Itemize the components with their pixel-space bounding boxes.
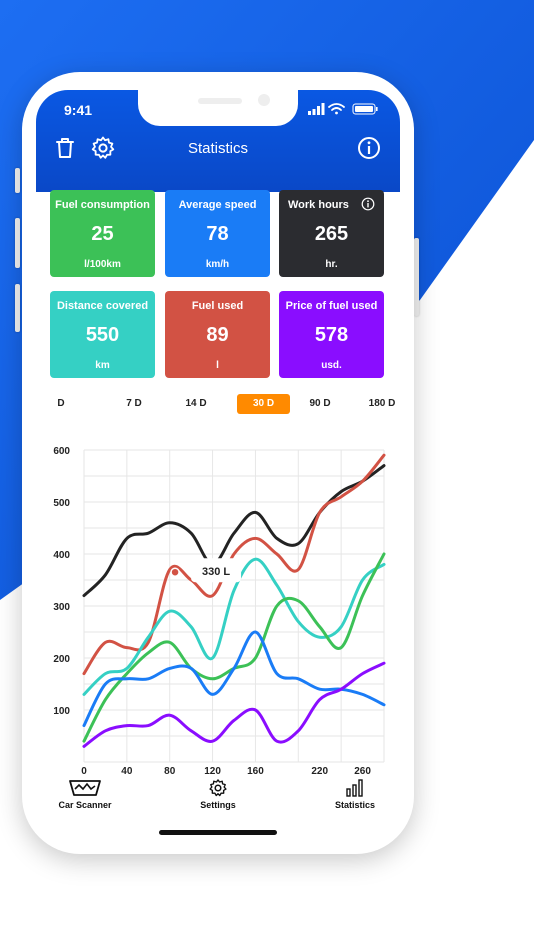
tile-label: Fuel consumption: [55, 199, 150, 211]
notch: [138, 90, 298, 126]
x-tick-label: 80: [164, 766, 176, 777]
tile-unit: hr.: [325, 259, 338, 270]
gear-icon[interactable]: [90, 135, 116, 161]
bar-chart-icon: [346, 779, 363, 797]
phone-volume-up: [15, 218, 20, 268]
x-tick-label: 220: [311, 766, 328, 777]
stat-tile: Fuel used 89 l: [165, 291, 270, 378]
series-line: [82, 661, 386, 748]
tile-value: 89: [206, 324, 229, 346]
trash-icon[interactable]: [52, 135, 78, 161]
info-icon[interactable]: [361, 197, 375, 211]
tile-value: 550: [85, 324, 120, 346]
nav-statistics[interactable]: Statistics: [320, 778, 390, 810]
series-line: [82, 557, 386, 696]
signal-icon: [308, 103, 325, 115]
y-tick-label: 600: [53, 446, 70, 457]
tile-value: 25: [91, 223, 114, 245]
nav-label: Car Scanner: [58, 800, 112, 810]
status-icons: [308, 103, 378, 115]
stat-tile: Price of fuel used 578 usd.: [279, 291, 384, 378]
home-indicator: [159, 830, 277, 835]
phone-side-button: [15, 168, 20, 193]
battery-icon: [352, 103, 378, 115]
phone-power-button: [414, 238, 419, 316]
tile-label: Average speed: [178, 199, 257, 211]
tooltip-label: 330 L: [202, 566, 230, 578]
fuel-chart: 600 500 400 300 200 100 0 40 80 120 160 220 260 330 L: [53, 446, 386, 777]
car-scanner-icon: [69, 780, 101, 796]
range-option[interactable]: D: [57, 398, 65, 409]
series-line: [82, 630, 386, 728]
stat-tile: Fuel consumption 25 l/100km: [50, 190, 155, 277]
stat-tile: Average speed 78 km/h: [165, 190, 270, 277]
tile-value: 78: [206, 223, 229, 245]
x-tick-label: 120: [204, 766, 221, 777]
tooltip-box: [191, 558, 242, 583]
range-option[interactable]: 14 D: [185, 398, 207, 409]
tile-unit: km/h: [205, 259, 230, 270]
tile-value: 265: [314, 223, 349, 245]
notch-speaker: [198, 98, 242, 104]
nav-car-scanner[interactable]: Car Scanner: [42, 778, 128, 810]
phone-frame: 9:41 Statistics: [22, 72, 414, 854]
nav-settings[interactable]: Settings: [186, 778, 250, 810]
tile-unit: usd.: [321, 360, 342, 371]
x-tick-label: 260: [354, 766, 371, 777]
stat-tile: Work hours 265 hr.: [279, 190, 384, 277]
nav-label: Statistics: [334, 800, 376, 810]
phone-volume-down: [15, 284, 20, 332]
x-tick-label: 0: [81, 766, 87, 777]
range-option[interactable]: 90 D: [309, 398, 331, 409]
notch-camera: [258, 94, 270, 106]
x-tick-label: 160: [247, 766, 264, 777]
tile-label: Distance covered: [56, 300, 149, 312]
x-tick-label: 40: [121, 766, 133, 777]
app-header: 9:41 Statistics: [36, 90, 400, 192]
y-tick-label: 500: [53, 498, 70, 509]
range-option[interactable]: 180 D: [368, 398, 396, 409]
bottom-nav: Car Scanner Settings Statistics: [36, 772, 400, 830]
stat-tile: Distance covered 550 km: [50, 291, 155, 378]
tile-label: Work hours: [288, 199, 349, 211]
tile-unit: l: [216, 360, 219, 371]
nav-label: Settings: [200, 800, 236, 810]
tile-label: Fuel used: [191, 300, 244, 312]
series-line: [82, 464, 386, 598]
status-time: 9:41: [64, 102, 93, 118]
range-option[interactable]: 7 D: [126, 398, 142, 409]
tile-label: Price of fuel used: [285, 300, 378, 312]
tile-unit: l/100km: [84, 259, 121, 270]
y-tick-label: 300: [53, 602, 70, 613]
series-line: [82, 453, 386, 676]
wifi-icon: [328, 103, 345, 115]
y-tick-label: 400: [53, 550, 70, 561]
y-tick-label: 100: [53, 706, 70, 717]
y-tick-label: 200: [53, 654, 70, 665]
tile-value: 578: [314, 324, 349, 346]
range-option[interactable]: 30 D: [237, 394, 290, 414]
page-title: Statistics: [187, 140, 248, 157]
tooltip-point: [170, 567, 180, 577]
info-icon[interactable]: [356, 135, 382, 161]
gear-icon: [209, 779, 227, 797]
tile-unit: km: [95, 360, 110, 371]
